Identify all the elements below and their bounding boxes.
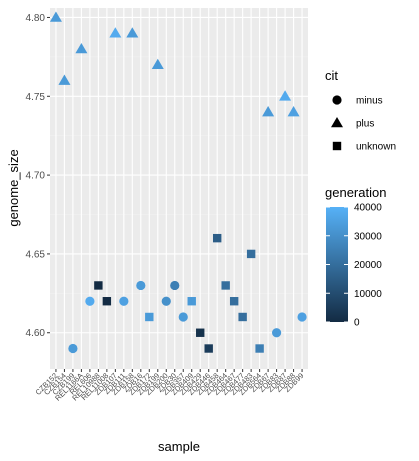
legend-cit-label: plus [356, 119, 374, 130]
colorbar-tick-label: 40000 [354, 203, 382, 214]
colorbar-tick-label: 20000 [354, 260, 382, 271]
data-point [58, 74, 71, 85]
legend-generation-title: generation [325, 185, 386, 200]
legend-cit-key [331, 117, 343, 128]
data-point [287, 106, 300, 117]
data-point [212, 233, 222, 243]
data-point [126, 27, 139, 38]
legend-cit-label: minus [356, 96, 383, 107]
data-point [271, 328, 282, 338]
legend-generation: generation 0 10000 20000 30000 40000 [325, 185, 386, 329]
data-points [49, 11, 307, 354]
y-tick-label: 4.60 [26, 328, 46, 339]
data-point [178, 312, 188, 322]
y-tick-label: 4.75 [26, 92, 46, 103]
data-point [229, 297, 239, 306]
data-point [279, 90, 292, 101]
data-point [109, 27, 122, 38]
data-point [297, 312, 307, 322]
plot-panel [50, 8, 308, 369]
y-tick-label: 4.65 [26, 249, 46, 260]
data-point [49, 11, 62, 22]
legend-cit: cit minus plus unknown [325, 68, 396, 153]
data-point [238, 312, 247, 322]
y-tick-label: 4.70 [26, 171, 46, 182]
data-point [246, 249, 256, 259]
data-point [221, 281, 230, 290]
data-point [136, 280, 146, 291]
data-point [119, 296, 129, 306]
data-point [170, 280, 180, 291]
data-point [187, 297, 196, 306]
y-tick-label: 4.80 [26, 13, 46, 24]
data-point [196, 328, 205, 337]
data-point [85, 296, 95, 306]
data-point [204, 344, 213, 353]
colorbar-tick-label: 0 [354, 318, 360, 329]
legend-cit-key [332, 141, 342, 151]
legend-cit-label: unknown [356, 142, 396, 153]
x-axis-title: sample [158, 439, 200, 454]
colorbar-tick-label: 10000 [354, 289, 382, 300]
axes: 4.604.654.704.754.80CZB152CZB154CZB199RE… [26, 13, 306, 403]
legend-cit-key [332, 95, 342, 105]
data-point [68, 343, 78, 354]
colorbar-tick-label: 30000 [354, 231, 382, 242]
data-point [102, 297, 112, 306]
y-axis-title: genome_size [6, 149, 21, 226]
data-point [75, 42, 88, 54]
data-point [161, 296, 171, 306]
data-point [94, 281, 103, 290]
data-point [145, 312, 154, 322]
legend-colorbar [326, 207, 348, 322]
panel-background [50, 8, 308, 369]
data-point [262, 106, 275, 117]
data-point [255, 344, 264, 353]
legend-cit-title: cit [325, 68, 338, 83]
data-point [151, 58, 164, 70]
